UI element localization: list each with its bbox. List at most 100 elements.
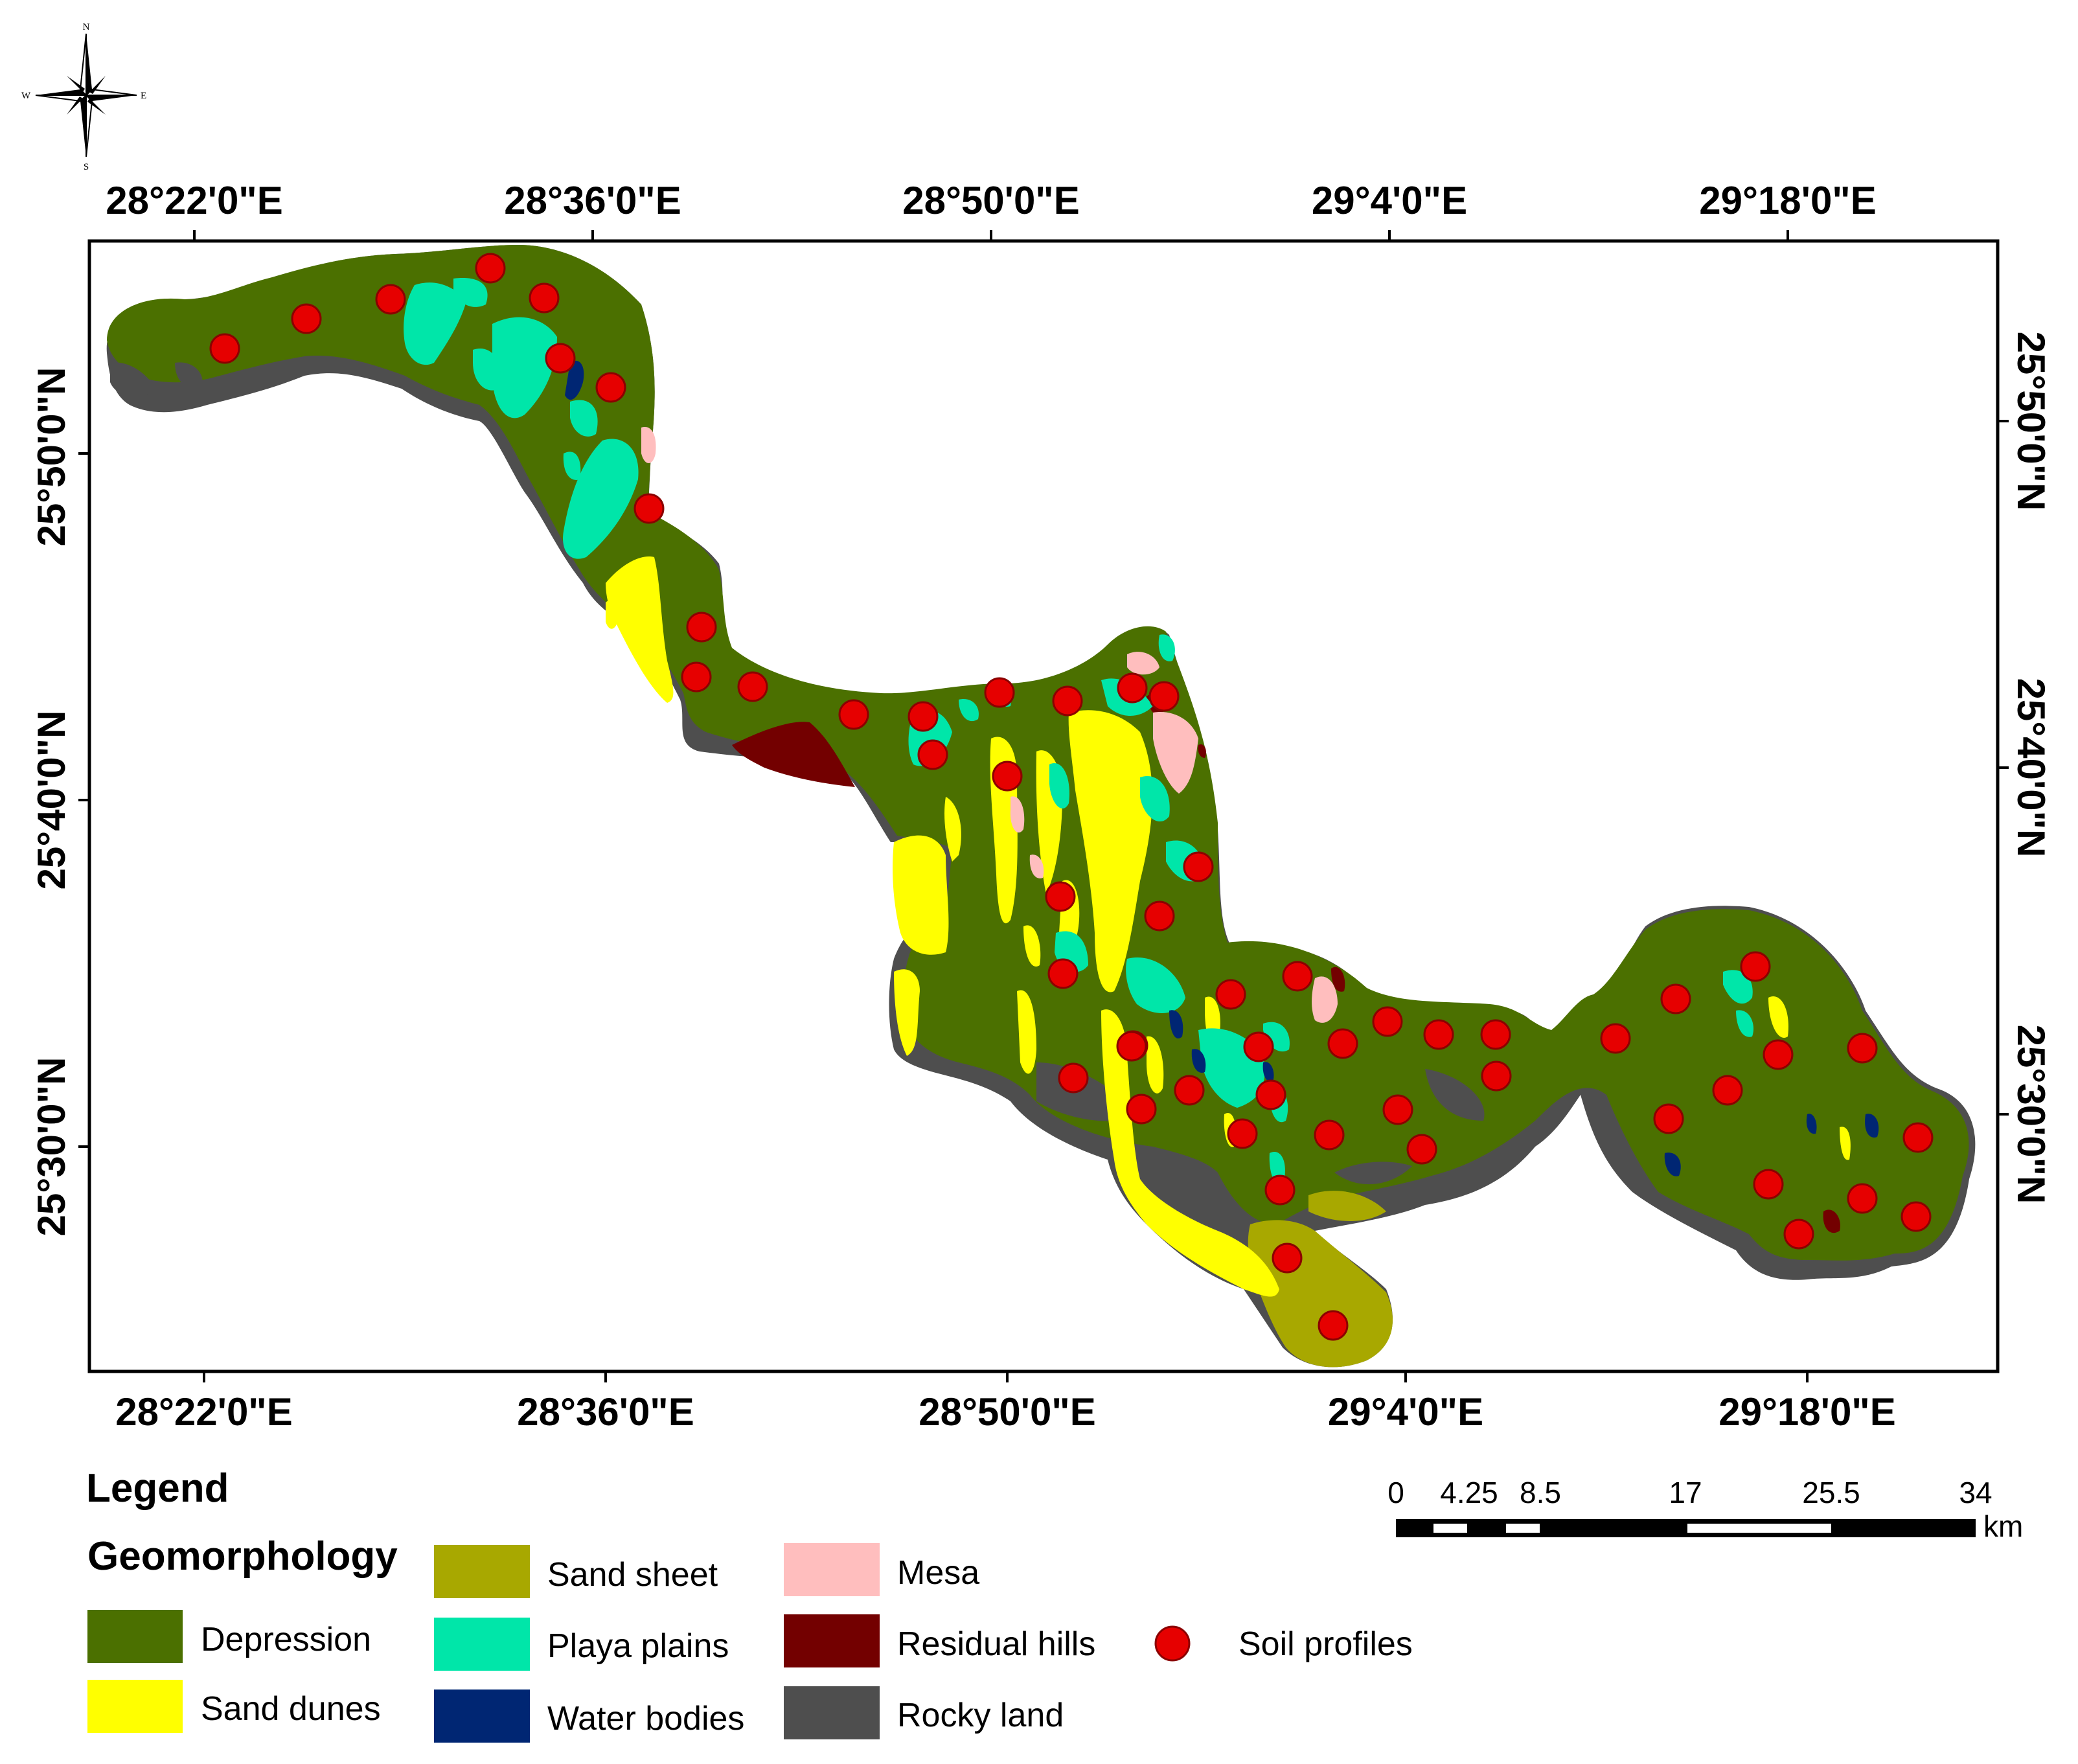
soil-profile-point (1148, 681, 1180, 712)
soil-profile-point (1423, 1019, 1454, 1050)
legend-label-rocky-land: Rocky land (897, 1697, 1064, 1734)
legend-label-sand-dunes: Sand dunes (201, 1690, 381, 1728)
soil-profile-point (1117, 672, 1148, 704)
soil-profile-point (1327, 1028, 1358, 1059)
soil-profile-point (908, 701, 939, 732)
mesa-area (641, 427, 1338, 1023)
scale-tick-label: 0 (1387, 1476, 1404, 1509)
study-area (106, 245, 1976, 1368)
soil-profile-point (1144, 900, 1175, 932)
soil-profile-point (1712, 1075, 1743, 1106)
lat-label-right: 25°40'0"N (2009, 678, 2053, 858)
soil-profile-point (1406, 1134, 1437, 1165)
soil-profile-point (1653, 1103, 1684, 1134)
legend-label-water-bodies: Water bodies (547, 1700, 744, 1737)
legend-label-mesa: Mesa (897, 1554, 979, 1592)
soil-profile-point (291, 303, 322, 334)
water-bodies-area (565, 360, 1879, 1176)
compass-w: W (21, 91, 31, 101)
compass-e: E (141, 91, 146, 101)
soil-profile-point (1174, 1075, 1205, 1106)
lon-label-top: 28°50'0"E (902, 179, 1080, 222)
soil-profiles (209, 253, 1934, 1341)
soil-profile-point (917, 739, 948, 770)
soil-profile-point (1314, 1119, 1345, 1151)
lon-label-top: 28°36'0"E (504, 179, 681, 222)
lat-label-right: 25°50'0"N (2009, 332, 2053, 511)
legend-swatch-sand-dunes (87, 1680, 183, 1733)
scale-tick-label: 17 (1669, 1476, 1702, 1509)
lat-label-left: 25°40'0"N (30, 711, 73, 890)
legend-label-depression: Depression (201, 1621, 371, 1658)
soil-profile-point (1660, 983, 1691, 1014)
lon-label-bottom: 29°18'0"E (1718, 1390, 1896, 1434)
compass-s: S (84, 162, 89, 172)
soil-profile-point (681, 661, 712, 693)
legend-label-playa-plains: Playa plains (547, 1627, 729, 1665)
soil-profile-point (1243, 1031, 1274, 1062)
lat-label-right: 25°30'0"N (2009, 1025, 2053, 1204)
legend-subtitle: Geomorphology (87, 1534, 398, 1579)
soil-profile-point (1058, 1062, 1089, 1094)
soil-profile-point (1282, 961, 1313, 992)
lon-label-bottom: 28°36'0"E (517, 1390, 694, 1434)
soil-profile-point (1480, 1019, 1511, 1050)
soil-profile-point (1847, 1183, 1878, 1214)
soil-profile-point (737, 671, 768, 702)
soil-profile-point (1215, 979, 1246, 1010)
compass-n: N (83, 22, 90, 32)
scale-bar: 0 4.25 8.5 17 25.5 34 km (1387, 1476, 2023, 1543)
legend-label-sand-sheet: Sand sheet (547, 1556, 718, 1594)
scale-unit: km (1983, 1509, 2023, 1543)
soil-profile-point (1901, 1201, 1932, 1232)
legend-swatch-depression (87, 1610, 183, 1663)
soil-profile-point (1183, 851, 1214, 882)
soil-profile-point (1272, 1243, 1303, 1274)
soil-profile-point (1481, 1060, 1512, 1092)
soil-profile-point (1116, 1031, 1147, 1062)
soil-profile-point (1600, 1023, 1631, 1054)
soil-profile-point (992, 761, 1023, 792)
legend-swatch-rocky-land (784, 1686, 880, 1739)
soil-profile-point (1902, 1122, 1934, 1153)
lon-label-bottom: 28°22'0"E (115, 1390, 293, 1434)
lon-label-top: 28°22'0"E (106, 179, 283, 222)
soil-profile-point (1372, 1006, 1403, 1037)
scale-tick-label: 8.5 (1520, 1476, 1561, 1509)
north-arrow-icon: N S E W (21, 22, 146, 172)
legend-swatch-water-bodies (434, 1690, 530, 1743)
legend-swatch-soil-profiles (1154, 1625, 1191, 1662)
legend-swatch-sand-sheet (434, 1545, 530, 1598)
legend: Legend Geomorphology Depression Sand dun… (86, 1466, 1413, 1743)
soil-profile-point (1255, 1079, 1286, 1110)
legend-label-residual-hills: Residual hills (897, 1625, 1095, 1663)
soil-profile-point (1227, 1118, 1258, 1149)
soil-profile-point (1126, 1094, 1157, 1125)
soil-profile-point (475, 253, 506, 284)
scale-tick-label: 4.25 (1440, 1476, 1498, 1509)
soil-profile-point (1047, 958, 1079, 989)
lon-label-top: 29°18'0"E (1699, 179, 1877, 222)
lat-label-left: 25°30'0"N (30, 1057, 73, 1237)
lon-label-bottom: 29°4'0"E (1328, 1390, 1483, 1434)
soil-profile-point (209, 333, 240, 364)
soil-profile-point (1740, 951, 1771, 982)
soil-profile-point (1264, 1174, 1296, 1206)
soil-profile-point (595, 372, 626, 403)
residual-hills-area (732, 722, 855, 787)
soil-profile-point (838, 699, 869, 730)
soil-profile-point (984, 677, 1015, 708)
soil-profile-point (1045, 881, 1076, 912)
soil-profile-point (1763, 1039, 1794, 1070)
legend-title: Legend (86, 1466, 229, 1511)
sand-dunes-area (606, 556, 1851, 1297)
soil-profile-point (1052, 685, 1083, 716)
soil-profile-point (375, 284, 406, 315)
legend-swatch-mesa (784, 1543, 880, 1596)
scale-tick-label: 34 (1959, 1476, 1992, 1509)
lon-label-top: 29°4'0"E (1312, 179, 1467, 222)
soil-profile-point (686, 612, 717, 643)
soil-profile-point (1318, 1310, 1349, 1341)
legend-label-soil-profiles: Soil profiles (1239, 1625, 1413, 1663)
